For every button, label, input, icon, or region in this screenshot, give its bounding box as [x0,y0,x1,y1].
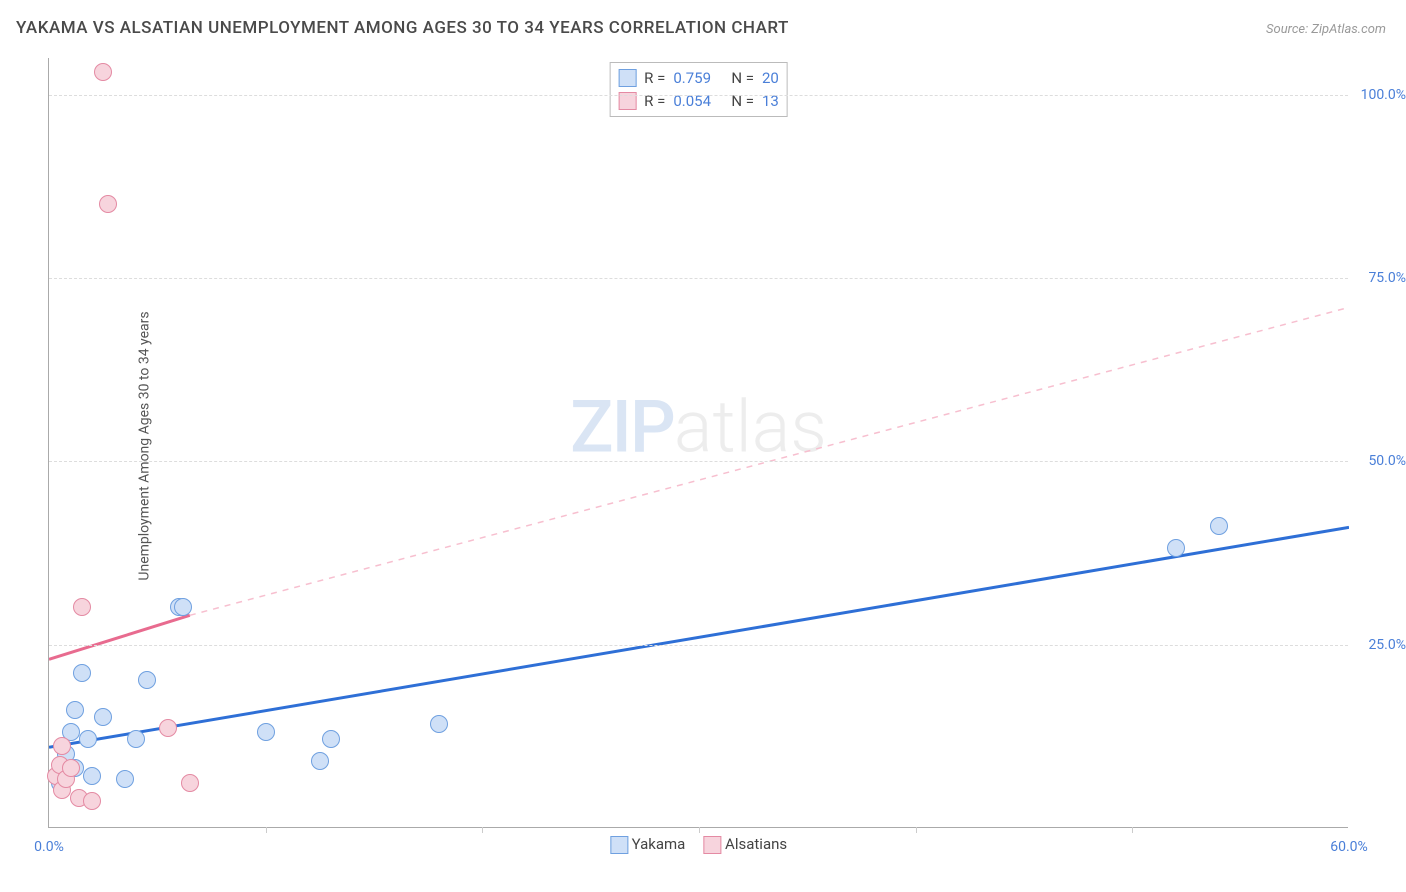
legend-n-value: 13 [762,90,779,113]
data-point [138,671,156,689]
legend-r-label: R = [644,90,665,113]
trendline [49,527,1349,747]
xtick [916,827,917,833]
data-point [53,737,71,755]
legend-label: Yakama [632,835,686,853]
data-point [322,730,340,748]
legend-item: Yakama [610,835,685,854]
data-point [257,723,275,741]
watermark-atlas: atlas [674,385,827,470]
watermark-zip: ZIP [570,385,674,470]
data-point [94,63,112,81]
legend-series: Yakama Alsatians [610,835,787,854]
legend-r-value: 0.759 [673,67,723,90]
legend-row: R = 0.759 N = 20 [618,67,779,90]
data-point [62,759,80,777]
legend-row: R = 0.054 N = 13 [618,90,779,113]
data-point [83,792,101,810]
data-point [311,752,329,770]
data-point [83,767,101,785]
xtick [266,827,267,833]
ytick-label: 25.0% [1368,637,1406,653]
legend-n-value: 20 [762,67,779,90]
xtick [482,827,483,833]
correlation-chart: YAKAMA VS ALSATIAN UNEMPLOYMENT AMONG AG… [0,0,1406,892]
data-point [94,708,112,726]
legend-item: Alsatians [703,835,787,854]
data-point [73,664,91,682]
watermark: ZIPatlas [570,385,827,470]
data-point [73,598,91,616]
legend-r-value: 0.054 [673,90,723,113]
xtick-label: 0.0% [34,839,64,855]
data-point [174,598,192,616]
data-point [430,715,448,733]
trendlines-layer [49,58,1349,828]
data-point [116,770,134,788]
gridline [49,645,1348,646]
source-attribution: Source: ZipAtlas.com [1266,22,1386,37]
legend-n-label: N = [731,90,754,113]
gridline [49,461,1348,462]
legend-n-label: N = [731,67,754,90]
legend-correlation: R = 0.759 N = 20 R = 0.054 N = 13 [609,62,788,117]
xtick [1132,827,1133,833]
ytick-label: 50.0% [1368,453,1406,469]
data-point [181,774,199,792]
legend-swatch [703,836,721,854]
legend-swatch [610,836,628,854]
trendline [49,615,190,659]
data-point [159,719,177,737]
data-point [79,730,97,748]
legend-swatch [618,69,636,87]
gridline [49,278,1348,279]
data-point [127,730,145,748]
ytick-label: 75.0% [1368,270,1406,286]
data-point [1167,539,1185,557]
plot-area: ZIPatlas R =0.759N =20R =0.054N =13 Yaka… [48,58,1348,828]
chart-title: YAKAMA VS ALSATIAN UNEMPLOYMENT AMONG AG… [16,18,789,38]
data-point [66,701,84,719]
xtick [699,827,700,833]
data-point [1210,517,1228,535]
gridline [49,95,1348,96]
ytick-label: 100.0% [1361,87,1406,103]
legend-r-label: R = [644,67,665,90]
legend-label: Alsatians [725,835,787,853]
xtick-label: 60.0% [1330,839,1368,855]
data-point [99,195,117,213]
